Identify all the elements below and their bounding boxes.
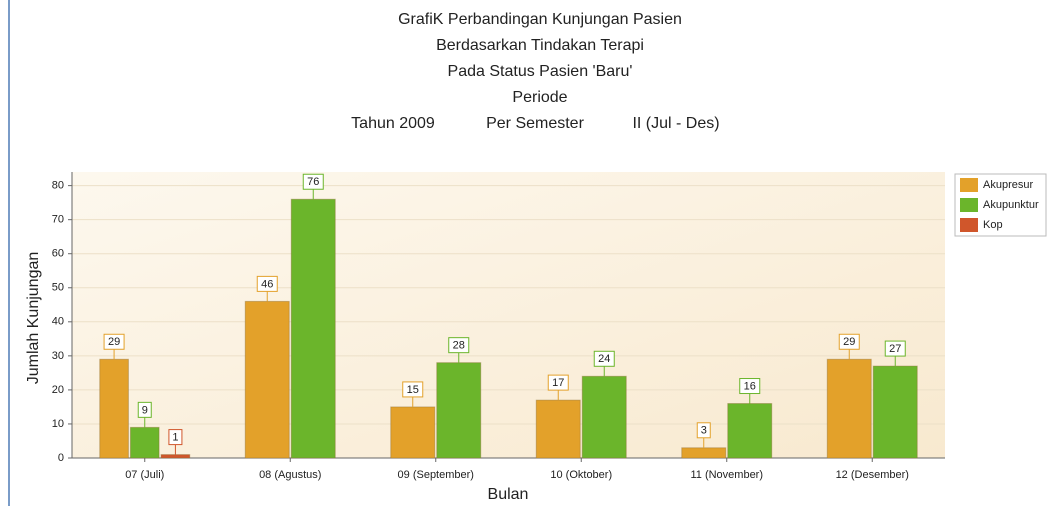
chart-title: Pada Status Pasien 'Baru' <box>448 63 633 80</box>
value-label-box <box>696 422 711 439</box>
x-axis-label: Bulan <box>488 486 529 503</box>
value-label-box <box>168 429 183 446</box>
value-label: 9 <box>142 404 148 416</box>
legend-label: Akupresur <box>983 179 1033 191</box>
value-label: 29 <box>843 336 855 348</box>
legend-label: Kop <box>983 219 1003 231</box>
value-label: 16 <box>744 380 756 392</box>
chart-subtitle: Per Semester <box>486 115 584 132</box>
value-label: 3 <box>701 425 707 437</box>
bar <box>681 447 727 459</box>
chart-title: GrafiK Perbandingan Kunjungan Pasien <box>398 11 682 28</box>
bar <box>826 358 872 459</box>
value-label-box <box>593 350 615 367</box>
y-tick-label: 10 <box>52 418 64 430</box>
y-tick-label: 30 <box>52 350 64 362</box>
bar <box>872 365 918 459</box>
value-label: 27 <box>889 343 901 355</box>
x-tick-label: 09 (September) <box>398 469 474 481</box>
bar <box>535 399 581 459</box>
value-label-box <box>256 275 278 292</box>
value-label-box <box>137 401 152 418</box>
value-label-box <box>884 340 906 357</box>
y-tick-label: 80 <box>52 180 64 192</box>
value-label: 46 <box>261 278 273 290</box>
bar <box>160 454 191 459</box>
y-tick-label: 40 <box>52 316 64 328</box>
chart-subtitle: II (Jul - Des) <box>632 115 719 132</box>
plot-area <box>72 172 945 458</box>
y-tick-label: 60 <box>52 248 64 260</box>
bar <box>727 403 773 459</box>
y-tick-label: 50 <box>52 282 64 294</box>
bar <box>436 362 482 459</box>
value-label-box <box>838 333 860 350</box>
legend-swatch <box>960 198 978 212</box>
value-label-box <box>402 381 424 398</box>
legend-swatch <box>960 218 978 232</box>
value-label: 24 <box>598 353 610 365</box>
bar <box>290 198 336 459</box>
y-tick-label: 70 <box>52 214 64 226</box>
value-label: 29 <box>108 336 120 348</box>
value-label: 76 <box>307 176 319 188</box>
bar <box>581 375 627 459</box>
value-label-box <box>448 337 470 354</box>
value-label: 17 <box>552 377 564 389</box>
value-label-box <box>103 333 125 350</box>
chart-subtitle: Tahun 2009 <box>351 115 435 132</box>
value-label-box <box>739 378 761 395</box>
value-label-box <box>547 374 569 391</box>
value-label-box <box>302 173 324 190</box>
y-tick-label: 0 <box>58 452 64 464</box>
chart-title: Berdasarkan Tindakan Terapi <box>436 37 644 54</box>
y-tick-label: 20 <box>52 384 64 396</box>
bar <box>390 406 436 459</box>
bar <box>244 300 290 459</box>
y-axis-label: Jumlah Kunjungan <box>25 252 42 385</box>
bar <box>129 426 160 459</box>
x-tick-label: 08 (Agustus) <box>259 469 321 481</box>
x-tick-label: 12 (Desember) <box>836 469 909 481</box>
legend-label: Akupunktur <box>983 199 1039 211</box>
legend-swatch <box>960 178 978 192</box>
x-tick-label: 10 (Oktober) <box>550 469 612 481</box>
bar <box>99 358 129 459</box>
value-label: 28 <box>453 340 465 352</box>
value-label: 1 <box>172 432 178 444</box>
x-tick-label: 11 (November) <box>690 469 763 481</box>
x-tick-label: 07 (Juli) <box>125 469 164 481</box>
value-label: 15 <box>407 384 419 396</box>
chart-title: Periode <box>512 89 567 106</box>
